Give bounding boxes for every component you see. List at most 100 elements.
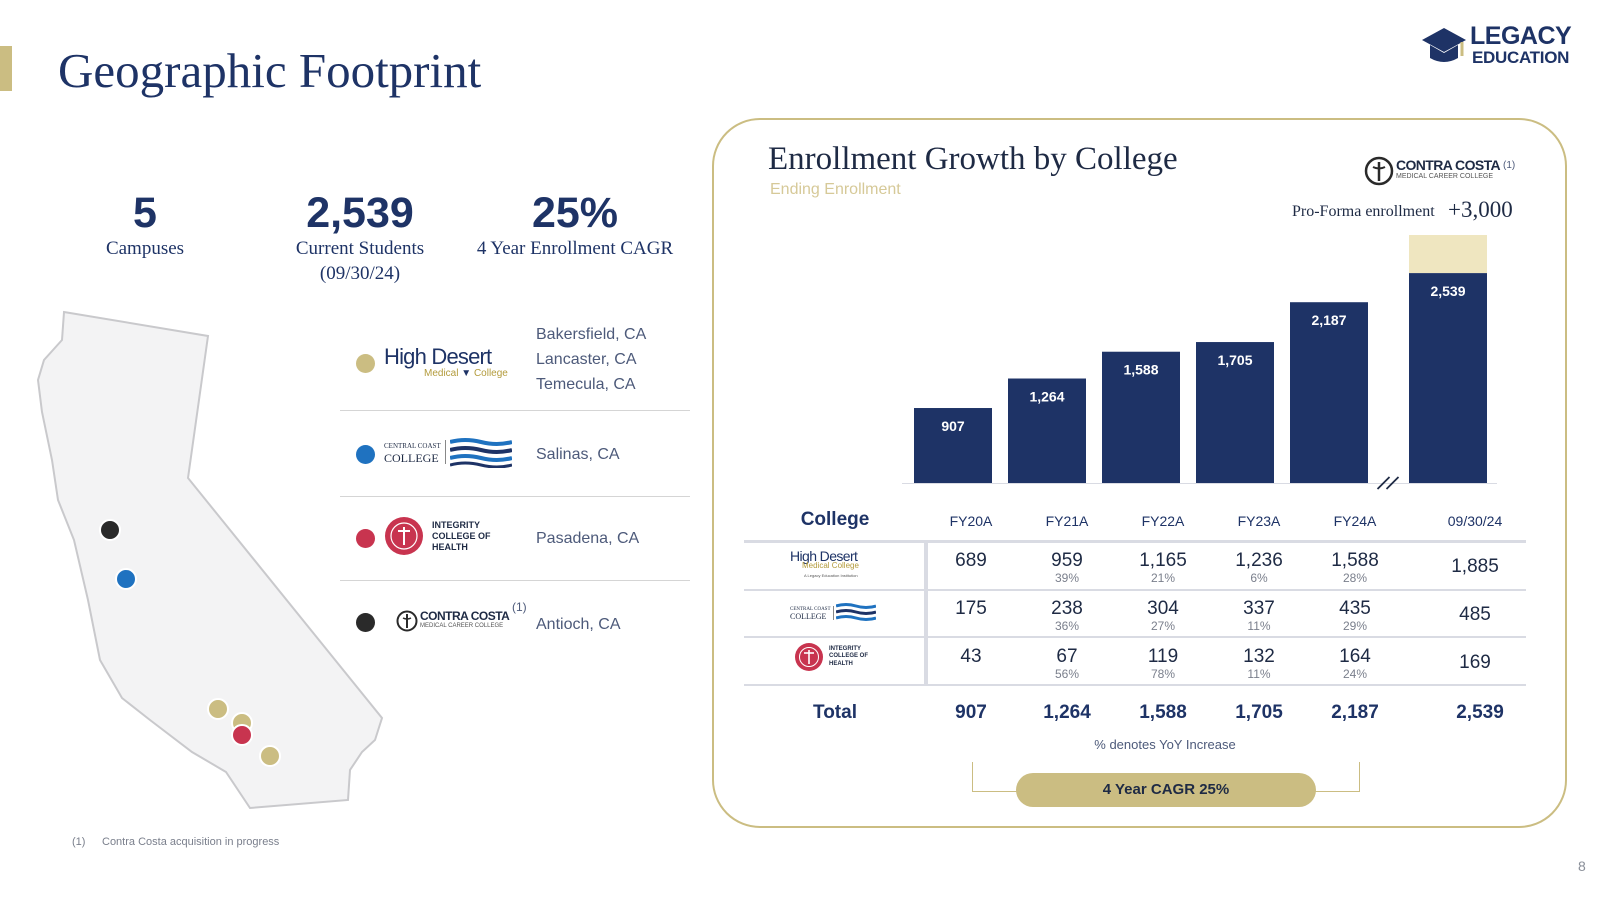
- table-cell: 164 24%: [1310, 646, 1400, 680]
- table-header-col: FY20A: [949, 513, 993, 529]
- cell-pct: 11%: [1247, 619, 1271, 633]
- cell-value: 337: [1243, 598, 1275, 619]
- total-label: Total: [813, 702, 857, 723]
- bar-FY23A: [1196, 342, 1274, 483]
- logo-text: College: [473, 368, 508, 379]
- bar-FY20A: [914, 408, 992, 483]
- stat-value: 25%: [531, 189, 619, 237]
- table-row-rule: [744, 636, 1526, 638]
- logo-text: CENTRAL COAST: [384, 442, 441, 450]
- map-marker-high-desert-bakersfield: [207, 698, 229, 720]
- logo-text: MEDICAL CAREER COLLEGE: [420, 623, 504, 629]
- total-value: 1,705: [1235, 702, 1283, 723]
- location-text: Antioch, CA: [536, 616, 621, 633]
- cell-value: 175: [955, 598, 987, 619]
- college-row-integrity: INTEGRITY COLLEGE OF HEALTH Pasadena, CA: [340, 496, 690, 581]
- table-logo-high-desert: High Desert Medical College A Legacy Edu…: [790, 548, 859, 581]
- integrity-logo: INTEGRITY COLLEGE OF HEALTH: [384, 516, 491, 556]
- legacy-education-logo: LEGACY EDUCATION: [1420, 22, 1580, 70]
- legend-dot: [356, 445, 375, 464]
- logo-text: Medical: [424, 368, 459, 379]
- stat-label: 4 Year Enrollment CAGR: [476, 238, 674, 259]
- logo-text: COLLEGE OF: [432, 530, 491, 541]
- table-row-rule: [744, 589, 1526, 591]
- college-row-high-desert: High Desert Medical ▼ College Bakersfiel…: [340, 322, 690, 412]
- integrity-seal-icon: [385, 517, 423, 555]
- cell-pct: 78%: [1150, 667, 1176, 681]
- logo-text: CONTRA COSTA: [420, 609, 510, 623]
- cell-pct: 28%: [1342, 571, 1368, 585]
- cell-pct: 39%: [1054, 571, 1080, 585]
- bar-label: 1,705: [1217, 352, 1252, 368]
- proforma-value: +3,000: [1448, 197, 1513, 222]
- caduceus-icon: [396, 610, 418, 632]
- bar-label: 2,187: [1311, 312, 1346, 328]
- legend-dot: [356, 354, 375, 373]
- cell-value: 132: [1243, 646, 1275, 667]
- enrollment-bar-chart: 907 1,264 1,588 1,705 2,187 2,539: [902, 235, 1497, 490]
- table-header-col: FY22A: [1141, 513, 1185, 529]
- table-cell: 435 29%: [1310, 598, 1400, 632]
- table-cell-latest: 169: [1459, 652, 1491, 673]
- row-divider: [340, 580, 690, 581]
- yoy-note: % denotes YoY Increase: [1094, 737, 1236, 752]
- footnote-marker: (1): [72, 836, 86, 848]
- table-cell: 1,236 6%: [1214, 550, 1304, 584]
- table-cell: 43: [926, 646, 1016, 668]
- stat-sublabel: (09/30/24): [319, 263, 401, 284]
- logo-text: COLLEGE: [384, 451, 439, 465]
- caduceus-icon: [1364, 156, 1394, 186]
- footnote-marker: (1): [512, 600, 527, 614]
- table-cell: 689: [926, 550, 1016, 572]
- total-value: 1,588: [1139, 702, 1187, 723]
- footnote-text: Contra Costa acquisition in progress: [102, 836, 280, 848]
- location-text: Temecula, CA: [536, 376, 636, 393]
- table-vertical-rule: [924, 542, 928, 686]
- logo-text: HEALTH: [829, 660, 853, 667]
- bar-FY24A: [1290, 302, 1368, 483]
- table-cell: 67 56%: [1022, 646, 1112, 680]
- axis-break-mark: [1376, 476, 1391, 490]
- map-marker-high-desert-temecula: [259, 745, 281, 767]
- table-cell-latest: 1,885: [1451, 556, 1499, 577]
- chart-title: Enrollment Growth by College: [768, 141, 1178, 177]
- page-title: Geographic Footprint: [58, 43, 482, 98]
- cell-value: 1,165: [1139, 550, 1187, 571]
- stat-label: Current Students: [295, 238, 425, 259]
- location-text: Pasadena, CA: [536, 530, 640, 547]
- map-marker-contra-costa: [99, 519, 121, 541]
- table-header-col: 09/30/24: [1447, 513, 1503, 529]
- total-value: 2,539: [1456, 702, 1504, 723]
- waves-icon: [449, 436, 512, 468]
- logo-text: COLLEGE: [790, 612, 827, 621]
- logo-text: INTEGRITY: [829, 645, 862, 652]
- stat-current-students: 2,539 Current Students (09/30/24): [270, 190, 450, 286]
- logo-text: HEALTH: [432, 541, 468, 552]
- stat-enrollment-cagr: 25% 4 Year Enrollment CAGR: [462, 190, 688, 261]
- integrity-seal-icon: [795, 643, 823, 671]
- table-cell: 959 39%: [1022, 550, 1112, 584]
- cell-value: 67: [1056, 646, 1078, 667]
- cell-value: 119: [1147, 646, 1179, 667]
- row-divider: [340, 410, 690, 411]
- table-header-rule: [744, 540, 1526, 543]
- table-cell: 1,165 21%: [1118, 550, 1208, 584]
- table-cell: 304 27%: [1118, 598, 1208, 632]
- chart-subtitle: Ending Enrollment: [770, 181, 901, 198]
- cell-value: 304: [1147, 598, 1179, 619]
- table-cell: 175: [926, 598, 1016, 620]
- table-header-col: FY23A: [1237, 513, 1281, 529]
- logo-text: High Desert: [790, 548, 858, 564]
- contra-costa-logo: CONTRA COSTA MEDICAL CAREER COLLEGE: [396, 609, 510, 632]
- bar-FY21A: [1008, 378, 1086, 483]
- logo-text: INTEGRITY: [432, 519, 481, 530]
- bar-label: 1,264: [1029, 389, 1064, 405]
- footnote-marker: (1): [1503, 159, 1516, 171]
- title-accent-bar: [0, 46, 12, 91]
- table-header-col: FY24A: [1333, 513, 1377, 529]
- table-header-col: FY21A: [1045, 513, 1089, 529]
- proforma-label: Pro-Forma enrollment: [1292, 203, 1435, 220]
- axis-break-mark: [1385, 476, 1400, 490]
- legend-dot: [356, 613, 375, 632]
- bar-label: 907: [941, 418, 965, 434]
